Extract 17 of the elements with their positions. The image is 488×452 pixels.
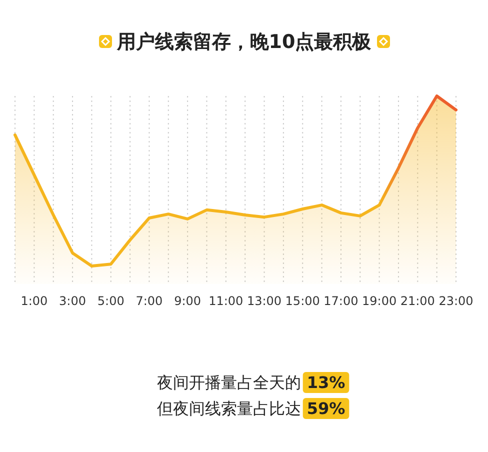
x-tick-label: 11:00 [208, 294, 244, 308]
text: 13% [306, 373, 346, 392]
x-tick-label: 5:00 [97, 294, 124, 308]
chart-title: 用户线索留存，晚10点最积极 [116, 31, 372, 53]
x-tick-label: 3:00 [59, 294, 86, 308]
text: 但夜间线索量占比达 [156, 399, 301, 418]
x-tick-label: 17:00 [324, 294, 358, 308]
x-tick-label: 9:00 [174, 294, 202, 308]
text: 59% [306, 399, 346, 418]
text: 夜间开播量占全天的 [156, 373, 301, 392]
x-tick-label: 1:00 [20, 294, 48, 308]
x-tick-label: 13:00 [246, 294, 282, 308]
x-tick-label: 19:00 [362, 294, 397, 308]
x-tick-label: 15:00 [285, 294, 320, 308]
x-tick-label: 21:00 [400, 294, 435, 308]
x-tick-label: 7:00 [136, 294, 163, 308]
x-tick-label: 23:00 [438, 294, 474, 308]
